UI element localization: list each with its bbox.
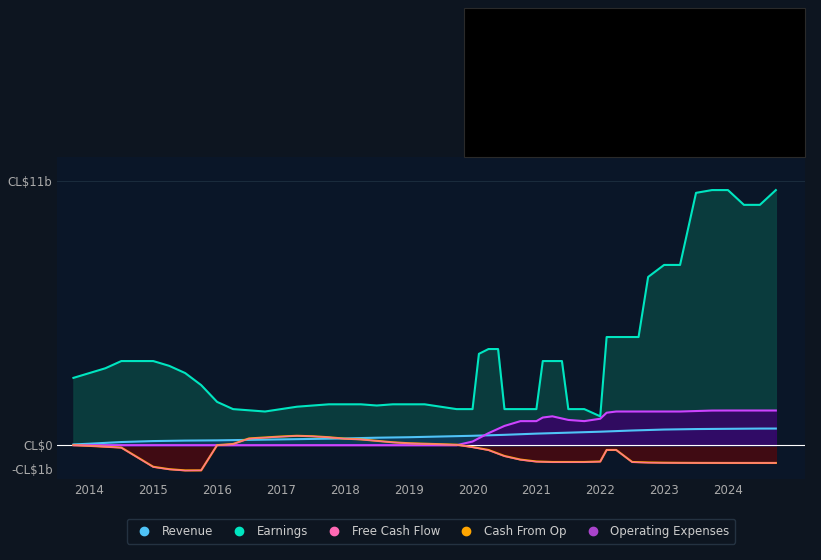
Text: Sep 30 2024: Sep 30 2024: [474, 12, 562, 26]
Text: CL$10.615b /yr: CL$10.615b /yr: [627, 57, 713, 67]
Text: Free Cash Flow: Free Cash Flow: [474, 99, 557, 109]
Text: Earnings: Earnings: [474, 57, 523, 67]
Text: CL$690.891m /yr: CL$690.891m /yr: [627, 35, 724, 45]
Text: CL$1.442b /yr: CL$1.442b /yr: [627, 141, 706, 151]
Text: Operating Expenses: Operating Expenses: [474, 141, 586, 151]
Text: Cash From Op: Cash From Op: [474, 120, 552, 130]
Text: Revenue: Revenue: [474, 35, 523, 45]
Text: -CL$739.993m /yr: -CL$739.993m /yr: [627, 99, 728, 109]
Legend: Revenue, Earnings, Free Cash Flow, Cash From Op, Operating Expenses: Revenue, Earnings, Free Cash Flow, Cash …: [126, 519, 736, 544]
Text: -CL$739.993m /yr: -CL$739.993m /yr: [627, 120, 728, 130]
Text: 1,536.4% profit margin: 1,536.4% profit margin: [627, 78, 756, 87]
